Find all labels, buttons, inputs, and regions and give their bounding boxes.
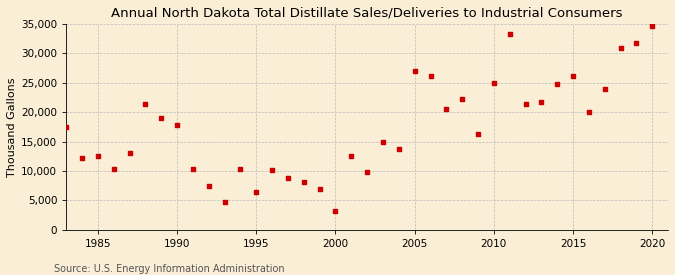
Point [599,87,610,91]
Point [188,166,198,171]
Point [203,183,214,188]
Point [583,110,594,114]
Point [251,189,262,194]
Point [362,169,373,174]
Point [504,32,515,37]
Point [472,132,483,137]
Point [441,106,452,111]
Point [61,125,72,129]
Point [140,102,151,107]
Y-axis label: Thousand Gallons: Thousand Gallons [7,77,17,177]
Point [631,40,642,45]
Point [615,46,626,50]
Point [267,168,277,173]
Point [394,147,404,151]
Point [647,23,657,28]
Point [409,69,420,73]
Point [77,156,88,160]
Point [109,166,119,171]
Point [235,167,246,171]
Point [315,186,325,191]
Point [298,179,309,184]
Point [124,151,135,155]
Title: Annual North Dakota Total Distillate Sales/Deliveries to Industrial Consumers: Annual North Dakota Total Distillate Sal… [111,7,623,20]
Point [219,199,230,204]
Point [346,154,356,158]
Text: Source: U.S. Energy Information Administration: Source: U.S. Energy Information Administ… [54,264,285,274]
Point [330,209,341,213]
Point [489,81,500,85]
Point [92,154,103,158]
Point [283,176,294,180]
Point [551,82,562,86]
Point [377,139,388,144]
Point [171,123,182,127]
Point [425,73,436,78]
Point [156,116,167,120]
Point [520,102,531,106]
Point [568,74,578,78]
Point [457,97,468,101]
Point [536,99,547,104]
